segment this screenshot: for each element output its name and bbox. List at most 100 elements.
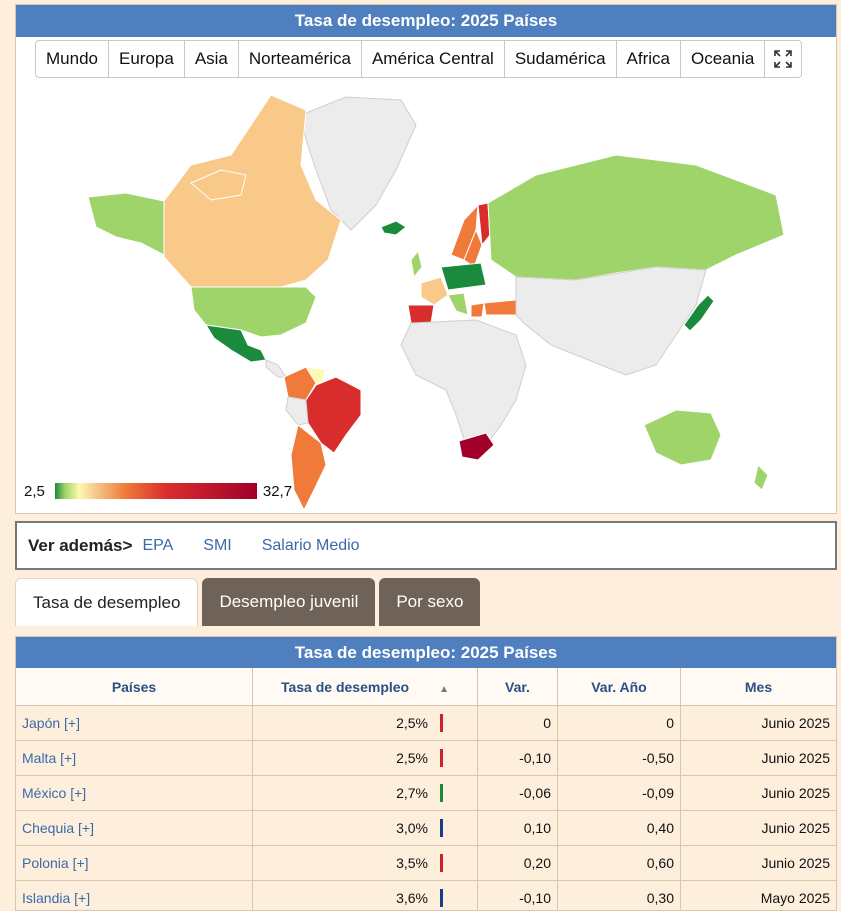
link-salario-medio[interactable]: Salario Medio	[261, 536, 360, 554]
cell-var-year: 0	[557, 705, 681, 741]
cell-month: Mayo 2025	[680, 880, 836, 910]
sort-asc-icon: ▲	[439, 683, 450, 695]
cell-var: 0,10	[477, 810, 558, 846]
map-region-iceland[interactable]	[380, 220, 407, 236]
world-map[interactable]	[16, 5, 836, 513]
legend-min: 2,5	[24, 482, 45, 500]
col-header-var-ano[interactable]: Var. Año	[557, 668, 681, 706]
rate-value: 3,0%	[396, 820, 428, 836]
trend-mark	[440, 854, 443, 872]
cell-country[interactable]: Islandia [+]	[16, 880, 253, 910]
map-region-australia[interactable]	[643, 409, 722, 466]
map-region-italy[interactable]	[447, 292, 469, 316]
cell-rate: 2,5%	[252, 740, 478, 776]
region-tab-europa[interactable]: Europa	[109, 41, 185, 77]
map-region-asia[interactable]	[515, 266, 707, 376]
see-also-label: Ver además>	[28, 535, 133, 555]
cell-var: 0	[477, 705, 558, 741]
cell-month: Junio 2025	[680, 810, 836, 846]
region-tabs: Mundo Europa Asia Norteamérica América C…	[35, 40, 803, 78]
cell-var: -0,10	[477, 740, 558, 776]
map-region-central-america[interactable]	[265, 359, 287, 378]
map-region-africa[interactable]	[400, 319, 527, 446]
tab-desempleo-juvenil[interactable]: Desempleo juvenil	[202, 578, 376, 626]
map-region-greenland[interactable]	[300, 96, 417, 231]
map-region-argentina[interactable]	[290, 424, 327, 512]
cell-country[interactable]: Polonia [+]	[16, 845, 253, 881]
map-region-peru[interactable]	[285, 396, 309, 426]
map-region-france[interactable]	[420, 276, 449, 306]
region-tab-mundo[interactable]: Mundo	[36, 41, 109, 77]
map-region-japan[interactable]	[683, 294, 715, 332]
cell-rate: 3,6%	[252, 880, 478, 910]
tab-por-sexo[interactable]: Por sexo	[379, 578, 481, 626]
region-tab-sudamerica[interactable]: Sudamérica	[505, 41, 617, 77]
table-row: Islandia [+] 3,6% -0,10 0,30 Mayo 2025	[16, 880, 836, 910]
cell-var-year: 0,40	[557, 810, 681, 846]
map-region-alaska[interactable]	[87, 192, 165, 256]
col-header-mes[interactable]: Mes	[680, 668, 836, 706]
cell-var-year: -0,09	[557, 775, 681, 811]
link-smi[interactable]: SMI	[203, 536, 232, 554]
cell-var-year: 0,30	[557, 880, 681, 910]
cell-country[interactable]: Malta [+]	[16, 740, 253, 776]
map-region-germany-poland[interactable]	[440, 262, 487, 291]
map-legend: 2,5 32,7	[24, 479, 292, 503]
cell-var: -0,06	[477, 775, 558, 811]
map-region-new-zealand[interactable]	[753, 464, 769, 491]
map-region-usa[interactable]	[190, 286, 317, 338]
table-title: Tasa de desempleo: 2025 Países	[16, 637, 836, 668]
cell-month: Junio 2025	[680, 705, 836, 741]
cell-rate: 2,7%	[252, 775, 478, 811]
cell-rate: 3,5%	[252, 845, 478, 881]
cell-rate: 3,0%	[252, 810, 478, 846]
cell-month: Junio 2025	[680, 775, 836, 811]
region-tab-oceania[interactable]: Oceania	[681, 41, 766, 77]
map-region-colombia[interactable]	[283, 366, 317, 401]
cell-country[interactable]: México [+]	[16, 775, 253, 811]
unemployment-table: Países Tasa de desempleo ▲ Var. Var. Año …	[16, 668, 836, 910]
table-row: Chequia [+] 3,0% 0,10 0,40 Junio 2025	[16, 810, 836, 846]
cell-country[interactable]: Chequia [+]	[16, 810, 253, 846]
cell-var: 0,20	[477, 845, 558, 881]
fullscreen-button[interactable]	[765, 41, 801, 77]
map-region-arctic-islands[interactable]	[190, 169, 247, 201]
region-tab-america-central[interactable]: América Central	[362, 41, 505, 77]
map-region-turkey[interactable]	[483, 299, 517, 316]
cell-rate: 2,5%	[252, 705, 478, 741]
trend-mark	[440, 714, 443, 732]
map-title: Tasa de desempleo: 2025 Países	[16, 5, 836, 37]
cell-month: Junio 2025	[680, 740, 836, 776]
map-region-south-africa[interactable]	[458, 432, 495, 461]
table-row: Polonia [+] 3,5% 0,20 0,60 Junio 2025	[16, 845, 836, 881]
cell-var-year: 0,60	[557, 845, 681, 881]
cell-var: -0,10	[477, 880, 558, 910]
map-region-spain[interactable]	[407, 304, 435, 324]
cell-country[interactable]: Japón [+]	[16, 705, 253, 741]
trend-mark	[440, 749, 443, 767]
link-epa[interactable]: EPA	[142, 536, 174, 554]
map-region-uk[interactable]	[410, 249, 423, 279]
col-header-paises[interactable]: Países	[16, 668, 253, 706]
col-header-tasa[interactable]: Tasa de desempleo ▲	[252, 668, 478, 706]
table-panel: Tasa de desempleo: 2025 Países Países Ta…	[15, 636, 837, 911]
region-tab-asia[interactable]: Asia	[185, 41, 239, 77]
rate-value: 2,5%	[396, 750, 428, 766]
region-tab-norteamerica[interactable]: Norteamérica	[239, 41, 362, 77]
table-row: México [+] 2,7% -0,06 -0,09 Junio 2025	[16, 775, 836, 811]
map-region-greece[interactable]	[470, 302, 485, 318]
rate-value: 2,7%	[396, 785, 428, 801]
cell-var-year: -0,50	[557, 740, 681, 776]
tab-tasa-desempleo[interactable]: Tasa de desempleo	[15, 578, 199, 626]
region-tab-africa[interactable]: Africa	[617, 41, 681, 77]
map-region-norway[interactable]	[450, 203, 479, 261]
map-region-russia[interactable]	[487, 154, 785, 281]
legend-max: 32,7	[262, 482, 293, 500]
see-also-bar: Ver además> EPA SMI Salario Medio	[15, 521, 837, 570]
col-header-tasa-label: Tasa de desempleo	[280, 678, 410, 695]
trend-mark	[440, 819, 443, 837]
data-tabs: Tasa de desempleo Desempleo juvenil Por …	[15, 578, 484, 626]
map-panel: Tasa de desempleo: 2025 Países	[15, 4, 837, 514]
trend-mark	[440, 784, 443, 802]
col-header-var[interactable]: Var.	[477, 668, 558, 706]
